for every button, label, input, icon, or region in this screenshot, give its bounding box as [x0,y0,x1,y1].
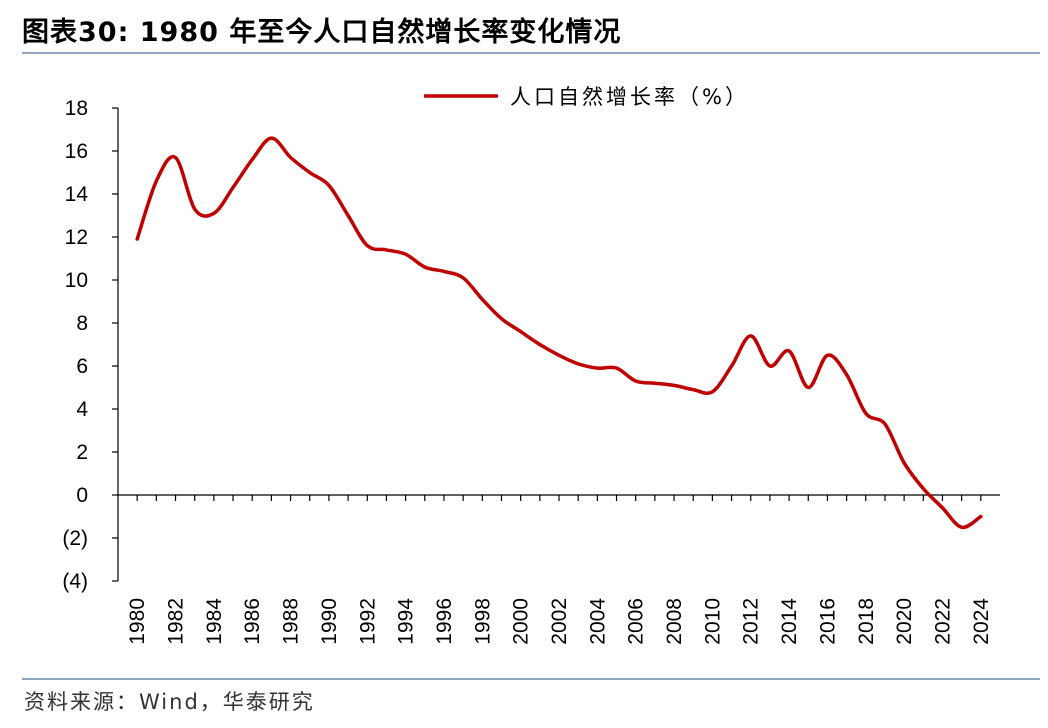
y-tick-label: (4) [62,570,88,593]
x-tick-label: 2018 [855,598,878,645]
x-tick-label: 1994 [395,598,418,645]
y-tick-label: 16 [65,140,88,163]
y-tick-label: 14 [65,183,89,206]
x-tick-label: 1986 [241,598,264,645]
x-tick-label: 1998 [471,598,494,645]
title-divider [22,52,1040,54]
y-tick-label: 4 [76,398,88,421]
y-tick-label: 12 [65,226,88,249]
chart-title: 图表30: 1980 年至今人口自然增长率变化情况 [22,17,622,48]
x-tick-label: 1992 [356,598,379,645]
x-tick-label: 2004 [586,598,609,645]
x-tick-label: 1980 [126,598,149,645]
x-tick-label: 2000 [510,598,533,645]
x-tick-label: 2008 [663,598,686,645]
source-note: 资料来源：Wind，华泰研究 [24,690,315,714]
y-tick-label: 2 [76,441,88,464]
y-tick-label: 18 [65,97,88,120]
x-tick-label: 2006 [625,598,648,645]
y-axis-ticks: 18 16 14 12 10 8 6 4 2 0 (2) (4) [62,97,118,593]
x-tick-label: 2020 [893,598,916,645]
x-tick-label: 2016 [816,598,839,645]
legend-label: 人口自然增长率（%） [510,85,749,109]
source-divider [22,678,1040,680]
x-tick-label: 2010 [701,598,724,645]
y-tick-label: 6 [76,355,88,378]
series-line-natural-growth-rate [135,136,983,530]
y-tick-label: (2) [62,527,88,550]
chart-legend: 人口自然增长率（%） [424,85,749,109]
x-tick-label: 1984 [203,598,226,645]
x-tick-label: 2012 [740,598,763,645]
plot-area [135,136,983,530]
x-tick-label: 2002 [548,598,571,645]
x-tick-label: 1988 [280,598,303,645]
x-tick-label: 1990 [318,598,341,645]
x-axis-ticks: 1980 1982 1984 1986 1988 1990 1992 1994 1996 1998… [126,495,993,645]
y-tick-label: 10 [65,269,88,292]
y-tick-label: 0 [76,484,88,507]
x-tick-label: 1996 [433,598,456,645]
chart-axes [117,108,1000,581]
x-tick-label: 2022 [931,598,954,645]
x-tick-label: 2024 [970,598,993,645]
x-tick-label: 2014 [778,598,801,645]
x-tick-label: 1982 [165,598,188,645]
y-tick-label: 8 [76,312,88,335]
